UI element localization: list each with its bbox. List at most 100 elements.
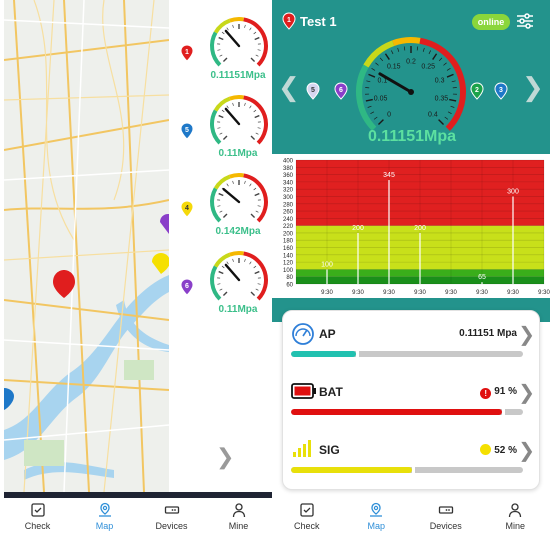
svg-text:1: 1: [287, 17, 291, 24]
device-title: Test 1: [300, 14, 337, 29]
check-icon: [300, 502, 314, 517]
x-tick-label: 9:30: [414, 290, 426, 296]
chevron-right-icon[interactable]: ❯: [518, 324, 535, 346]
gauge-tick-label: 0.4: [428, 111, 438, 118]
nav-label: Devices: [155, 520, 188, 531]
nav-item-check[interactable]: Check: [4, 498, 71, 534]
row-label: AP: [319, 327, 336, 341]
y-tick-label: 160: [283, 246, 294, 252]
nav-item-map[interactable]: Map: [71, 498, 138, 534]
devices-icon: [438, 505, 453, 514]
device-gauge-item[interactable]: 6 0.11Mpa: [169, 242, 272, 322]
data-label: 300: [507, 188, 519, 195]
nav-item-mine[interactable]: Mine: [481, 498, 550, 534]
gauge-needle: [222, 187, 241, 204]
gauge-tick-label: 0.2: [406, 59, 416, 66]
device-pin-6-icon[interactable]: 6: [334, 82, 348, 100]
x-tick-label: 9:30: [383, 290, 395, 296]
progress-fill: [291, 467, 412, 473]
nav-item-devices[interactable]: Devices: [138, 498, 205, 534]
device-gauge-item[interactable]: 1 0.11151Mpa: [169, 8, 272, 88]
svg-text:2: 2: [475, 87, 479, 94]
nav-label: Mine: [228, 520, 249, 531]
gauge-icon: [292, 323, 314, 345]
gauge-needle: [224, 29, 241, 48]
y-tick-label: 220: [283, 224, 294, 230]
nav-label: Check: [293, 520, 320, 531]
bat-row[interactable]: BAT ! 91 % ❯: [283, 373, 541, 423]
x-tick-label: 9:30: [538, 290, 550, 296]
gauge-tick-label: 0.1: [377, 78, 387, 85]
y-tick-label: 200: [283, 231, 294, 237]
gauge-value: 0.11Mpa: [218, 148, 258, 159]
row-value: ! 91 %: [480, 386, 517, 399]
gauge-tick-label: 0: [387, 111, 391, 118]
data-label: 65: [478, 274, 486, 281]
device-gauge-item[interactable]: 4 0.142Mpa: [169, 164, 272, 244]
svg-text:4: 4: [185, 205, 189, 212]
y-tick-label: 120: [283, 261, 294, 267]
gauge-needle: [224, 107, 241, 126]
mini-pressure-gauge: [210, 95, 268, 145]
warning-icon: !: [480, 388, 492, 399]
threshold-band: [296, 160, 544, 226]
data-label: 200: [352, 225, 364, 232]
device-pin-3-icon[interactable]: 3: [494, 82, 508, 100]
nav-label: Check: [24, 520, 51, 531]
device-pin-icon[interactable]: 5: [180, 122, 194, 140]
progress-track: [291, 409, 523, 415]
nav-item-mine[interactable]: Mine: [205, 498, 272, 534]
row-value: 0.11151 Mpa: [459, 328, 517, 339]
y-tick-label: 100: [283, 268, 294, 274]
ap-row[interactable]: AP 0.11151 Mpa ❯: [283, 315, 541, 365]
chevron-right-icon[interactable]: ❯: [518, 440, 535, 462]
blue-map-pin-icon: [4, 388, 14, 410]
y-tick-label: 380: [283, 166, 294, 172]
check-icon: [30, 502, 45, 517]
mini-pressure-gauge: [210, 251, 268, 301]
bottom-strip: [4, 492, 272, 498]
x-tick-label: 9:30: [476, 290, 488, 296]
y-tick-label: 340: [283, 180, 294, 186]
device-pin-2-icon[interactable]: 2: [470, 82, 484, 100]
gauge-value: 0.11151Mpa: [367, 128, 457, 145]
gauge-tick-label: 0.3: [435, 78, 445, 85]
nav-label: Map: [95, 520, 114, 531]
nav-item-devices[interactable]: Devices: [411, 498, 481, 534]
x-tick-label: 9:30: [321, 290, 333, 296]
svg-text:6: 6: [339, 87, 343, 94]
previous-device-arrow-icon[interactable]: ❮: [278, 72, 300, 102]
gauge-needle: [378, 72, 413, 94]
x-tick-label: 9:30: [352, 290, 364, 296]
mini-pressure-gauge: [210, 173, 268, 223]
gauge-value: 0.11151Mpa: [210, 70, 266, 81]
y-tick-label: 280: [283, 202, 294, 208]
nav-item-map[interactable]: Map: [342, 498, 412, 534]
gauge-tick-label: 0.25: [421, 64, 435, 71]
chevron-right-icon[interactable]: ❯: [518, 382, 535, 404]
device-gauge-item[interactable]: 5 0.11Mpa: [169, 86, 272, 166]
next-device-arrow-icon[interactable]: ❯: [522, 72, 544, 102]
device-pin-icon[interactable]: 4: [180, 200, 194, 218]
bottom-navigation: Check Map Devices Mine: [272, 498, 550, 534]
sig-row[interactable]: SIG 52 % ❯: [283, 431, 541, 481]
gauge-tick-label: 0.15: [387, 64, 401, 71]
map-canvas: [4, 0, 169, 492]
pressure-bar-chart: 4003803603403203002802602402202001801601…: [272, 154, 550, 298]
device-pin-icon[interactable]: 6: [180, 278, 194, 296]
data-label: 345: [383, 172, 395, 179]
y-tick-label: 60: [286, 283, 293, 289]
data-label: 100: [321, 261, 333, 268]
settings-sliders-icon[interactable]: [516, 12, 534, 30]
map-view[interactable]: [4, 0, 169, 492]
gauge-value: 0.11Mpa: [218, 304, 258, 315]
nav-item-check[interactable]: Check: [272, 498, 342, 534]
status-badge: online: [472, 14, 510, 30]
chevron-right-icon[interactable]: ❯: [216, 444, 235, 469]
device-detail-screen: 1 Test 1 online ❮ ❯ 5 6 2 3 0 0.05 0.1 0.15 0.2…: [272, 0, 550, 534]
y-tick-label: 400: [283, 159, 294, 165]
device-pin-5-icon[interactable]: 5: [306, 82, 320, 100]
device-pin-icon[interactable]: 1: [180, 44, 194, 62]
battery-icon: [291, 383, 316, 399]
devices-icon: [164, 505, 179, 514]
